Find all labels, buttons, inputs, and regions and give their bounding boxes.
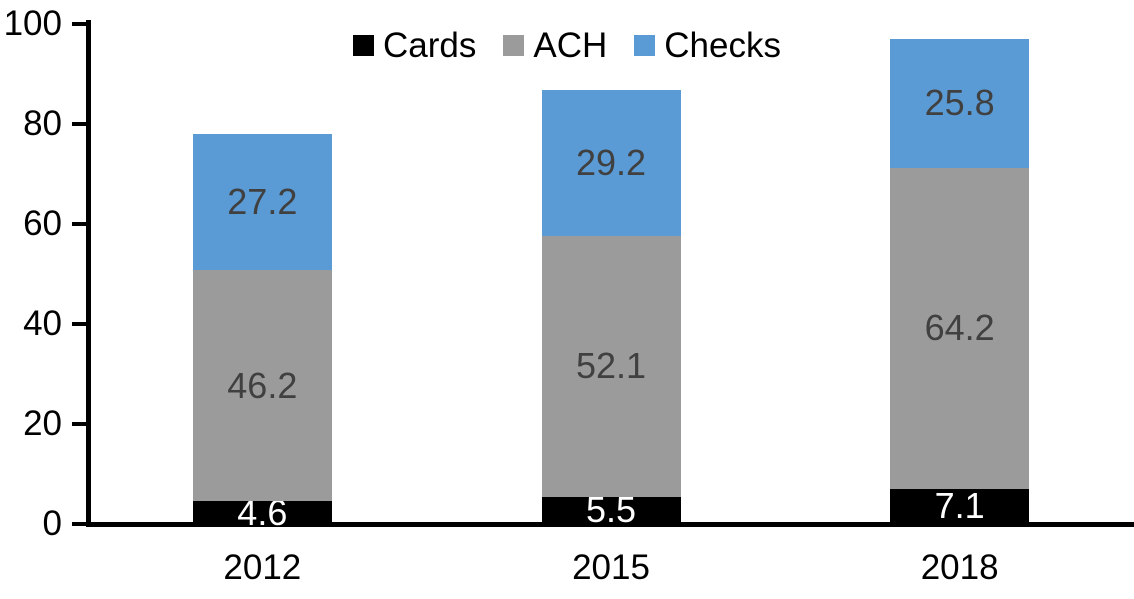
bar-segment-cards-2018: 7.1 bbox=[890, 485, 1030, 527]
legend-item-ach: ACH bbox=[503, 28, 607, 63]
bar-value-label: 52.1 bbox=[575, 345, 647, 387]
y-axis-tick-mark bbox=[72, 522, 86, 526]
y-axis-tick-label: 0 bbox=[42, 504, 62, 543]
legend-swatch-cards-icon bbox=[353, 34, 374, 56]
chart-legend: Cards ACH Checks bbox=[0, 24, 1134, 66]
bar-value-label: 5.5 bbox=[585, 489, 637, 531]
x-axis-label-2015: 2015 bbox=[572, 548, 650, 587]
x-axis-line bbox=[86, 522, 1134, 527]
bar-segment-checks-2018: 25.8 bbox=[890, 38, 1030, 168]
y-axis-tick-label: 20 bbox=[23, 404, 62, 443]
legend-label-checks: Checks bbox=[664, 25, 781, 65]
bar-segment-checks-2012: 27.2 bbox=[192, 134, 332, 270]
bar-segment-ach-2018: 64.2 bbox=[890, 167, 1030, 489]
bar-segment-cards-2012: 4.6 bbox=[192, 494, 332, 530]
y-axis-tick-mark bbox=[72, 22, 86, 26]
bar-segment-ach-2015: 52.1 bbox=[541, 236, 681, 497]
x-axis-label-2012: 2012 bbox=[223, 548, 302, 587]
legend-item-cards: Cards bbox=[353, 28, 476, 63]
bar-value-label: 46.2 bbox=[227, 364, 298, 406]
bar-value-label: 64.2 bbox=[924, 307, 995, 348]
y-axis-tick-mark bbox=[72, 322, 86, 326]
x-axis-label-2018: 2018 bbox=[920, 548, 999, 587]
bar-segment-cards-2015: 5.5 bbox=[541, 492, 681, 528]
y-axis-tick-mark bbox=[72, 222, 86, 226]
legend-swatch-checks-icon bbox=[634, 34, 656, 56]
legend-item-checks: Checks bbox=[634, 28, 781, 63]
y-axis-tick-label: 80 bbox=[23, 104, 62, 143]
bar-value-label: 27.2 bbox=[227, 181, 298, 222]
bar-value-label: 29.2 bbox=[575, 142, 647, 183]
y-axis-tick-label: 100 bbox=[3, 4, 62, 43]
y-axis-line bbox=[86, 20, 91, 526]
y-axis-tick-label: 40 bbox=[23, 304, 62, 343]
bar-segment-ach-2012: 46.2 bbox=[192, 270, 332, 501]
bar-value-label: 7.1 bbox=[934, 485, 985, 527]
legend-swatch-ach-icon bbox=[503, 34, 525, 56]
y-axis-tick-mark bbox=[72, 122, 86, 126]
legend-label-cards: Cards bbox=[383, 25, 477, 65]
bar-value-label: 25.8 bbox=[924, 82, 995, 123]
y-axis-tick-label: 60 bbox=[23, 204, 62, 243]
legend-label-ach: ACH bbox=[533, 25, 608, 65]
y-axis-tick-mark bbox=[72, 422, 86, 426]
bar-segment-checks-2015: 29.2 bbox=[541, 90, 681, 236]
